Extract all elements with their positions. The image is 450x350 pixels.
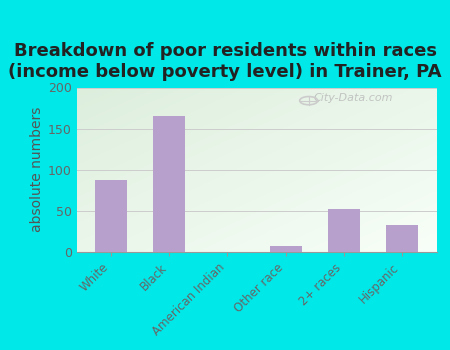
- Bar: [270, 246, 302, 252]
- Y-axis label: absolute numbers: absolute numbers: [30, 107, 44, 232]
- Text: Breakdown of poor residents within races
(income below poverty level) in Trainer: Breakdown of poor residents within races…: [8, 42, 442, 81]
- Bar: [153, 116, 185, 252]
- Bar: [386, 225, 418, 252]
- Bar: [328, 209, 360, 252]
- Bar: [95, 180, 127, 252]
- Text: City-Data.com: City-Data.com: [314, 93, 393, 103]
